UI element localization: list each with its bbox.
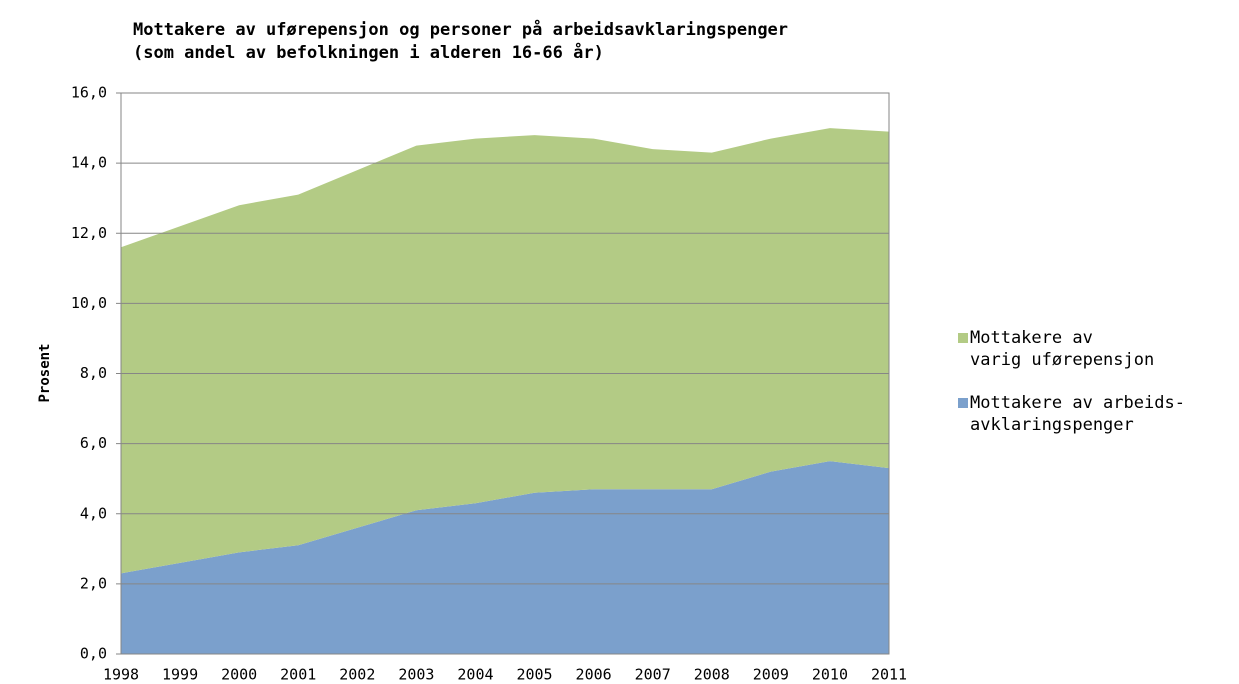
chart-title: Mottakere av uførepensjon og personer på… (133, 18, 788, 40)
y-tick-label: 12,0 (71, 224, 107, 242)
area (121, 461, 889, 654)
x-tick-label: 2011 (871, 666, 907, 684)
x-tick-label: 2000 (221, 666, 257, 684)
y-tick-label: 14,0 (71, 154, 107, 172)
y-tick-label: 2,0 (80, 574, 107, 592)
x-tick-label: 2010 (812, 666, 848, 684)
x-tick-label: 2002 (339, 666, 375, 684)
x-tick-label: 2007 (635, 666, 671, 684)
x-tick-label: 2001 (280, 666, 316, 684)
plot-border (120, 92, 890, 655)
legend-item: Mottakere av arbeids- avklaringspenger (958, 392, 1185, 436)
y-tick-label: 8,0 (80, 364, 107, 382)
legend-swatch (958, 333, 968, 343)
legend-label: Mottakere av arbeids- avklaringspenger (970, 393, 1185, 435)
x-tick-label: 2006 (576, 666, 612, 684)
x-tick-label: 2005 (516, 666, 552, 684)
x-tick-label: 2003 (398, 666, 434, 684)
x-tick-label: 2009 (753, 666, 789, 684)
area (121, 128, 889, 574)
y-tick-label: 6,0 (80, 434, 107, 452)
y-tick-label: 16,0 (71, 84, 107, 102)
chart-subtitle: (som andel av befolkningen i alderen 16-… (133, 41, 604, 63)
legend-swatch (958, 398, 968, 408)
x-tick-label: 1999 (162, 666, 198, 684)
y-tick-label: 0,0 (80, 645, 107, 663)
legend-label: Mottakere av varig uførepensjon (970, 328, 1155, 370)
y-axis-label: Prosent (37, 343, 53, 402)
y-tick-label: 10,0 (71, 294, 107, 312)
x-tick-label: 2004 (457, 666, 493, 684)
legend-item: Mottakere av varig uførepensjon (958, 327, 1154, 371)
x-tick-label: 1998 (103, 666, 139, 684)
y-tick-label: 4,0 (80, 504, 107, 522)
x-tick-label: 2008 (694, 666, 730, 684)
